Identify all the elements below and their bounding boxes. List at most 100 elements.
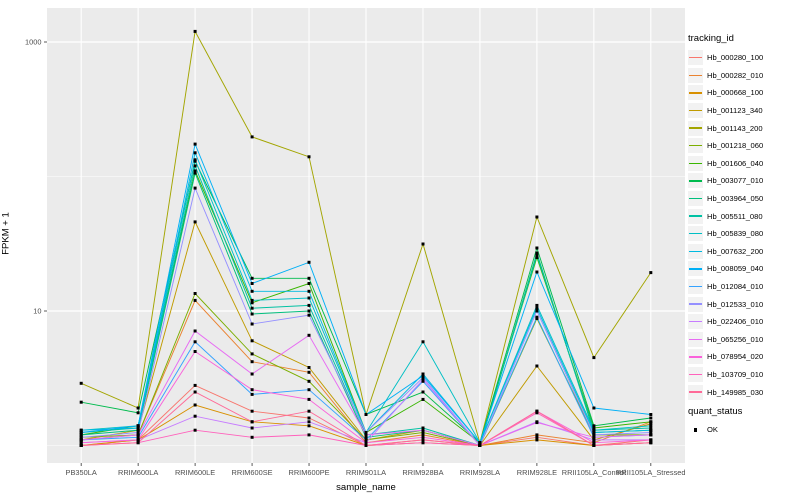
x-tick-label-RRIM928BA: RRIM928BA	[402, 468, 443, 477]
data-point	[364, 431, 368, 434]
data-point	[193, 350, 197, 353]
data-point	[592, 431, 596, 434]
data-point	[421, 390, 425, 394]
data-point	[421, 242, 425, 246]
legend-title-tracking-id: tracking_id	[688, 33, 734, 44]
data-point	[193, 158, 197, 162]
data-point	[136, 435, 140, 439]
legend-label: Hb_003964_050	[707, 194, 764, 204]
x-tick-label-PB350LA: PB350LA	[66, 468, 97, 477]
legend-label: Hb_000282_010	[707, 70, 764, 80]
legend-label: Hb_012084_010	[707, 282, 764, 292]
x-tick-label-RRIM600PE: RRIM600PE	[288, 468, 329, 477]
legend-item-Hb_078954_020: Hb_078954_020	[688, 348, 763, 366]
data-point	[649, 438, 653, 442]
data-point	[535, 421, 539, 425]
data-point	[250, 388, 254, 392]
data-point	[421, 340, 425, 344]
data-point	[592, 444, 596, 447]
x-tick-label-RRIM600LE: RRIM600LE	[175, 468, 215, 477]
x-tick-label-RRIM600SE: RRIM600SE	[232, 468, 273, 477]
data-point	[307, 397, 311, 401]
data-point	[307, 424, 311, 428]
legend-label: Hb_001143_200	[707, 123, 763, 133]
data-point	[250, 322, 254, 326]
legend-label: Hb_008059_040	[707, 264, 764, 274]
legend-item-Hb_000280_100: Hb_000280_100	[688, 49, 763, 67]
data-point	[421, 431, 425, 434]
data-point	[364, 444, 368, 447]
data-points	[79, 29, 653, 447]
legend-key-line-icon	[688, 384, 703, 400]
data-point	[250, 312, 254, 316]
data-point	[307, 416, 311, 420]
data-point	[535, 364, 539, 368]
legend-key-line-icon	[688, 226, 703, 242]
data-point	[250, 360, 254, 364]
legend-title-quant-status: quant_status	[688, 406, 743, 417]
data-point	[649, 420, 653, 424]
data-point	[193, 390, 197, 394]
data-point	[592, 424, 596, 428]
data-point	[193, 29, 197, 33]
data-point	[421, 428, 425, 432]
data-point	[307, 409, 311, 413]
data-point	[250, 306, 254, 310]
data-point	[250, 289, 254, 293]
data-point	[421, 379, 425, 383]
data-point	[535, 253, 539, 257]
legend-item-Hb_008059_040: Hb_008059_040	[688, 260, 763, 278]
legend-label: Hb_022406_010	[707, 317, 764, 327]
data-point	[250, 435, 254, 439]
x-tick-label-RRII105LA_Control: RRII105LA_Control	[562, 468, 626, 477]
data-point	[307, 388, 311, 392]
legend-item-Hb_007632_200: Hb_007632_200	[688, 243, 763, 261]
legend-item-Hb_001606_040: Hb_001606_040	[688, 155, 763, 173]
data-point	[535, 433, 539, 437]
legend-key-line-icon	[688, 85, 703, 101]
legend-key-line-icon	[688, 208, 703, 224]
data-point	[535, 435, 539, 439]
legend-label: Hb_001123_340	[707, 106, 763, 116]
data-point	[79, 444, 83, 447]
legend-item-quant-OK: OK	[688, 421, 718, 439]
legend-label: Hb_012533_010	[707, 299, 764, 309]
data-point	[592, 433, 596, 437]
data-point	[364, 413, 368, 416]
data-point	[307, 296, 311, 300]
legend-key-square-icon	[688, 422, 703, 437]
data-point	[79, 441, 83, 445]
data-point	[307, 155, 311, 159]
data-point	[307, 282, 311, 285]
data-point	[592, 438, 596, 442]
data-point	[364, 438, 368, 442]
legend-label: Hb_000280_100	[707, 53, 764, 63]
data-point	[193, 298, 197, 302]
legend-item-Hb_003077_010: Hb_003077_010	[688, 172, 763, 190]
data-point	[79, 433, 83, 437]
data-point	[649, 413, 653, 416]
data-point	[364, 433, 368, 437]
data-point	[307, 333, 311, 337]
data-point	[535, 411, 539, 415]
y-tick-label-1000: 1000	[25, 38, 41, 47]
data-point	[193, 403, 197, 407]
data-point	[250, 352, 254, 356]
data-point	[421, 441, 425, 445]
data-point	[592, 441, 596, 445]
data-point	[535, 246, 539, 250]
data-point	[649, 422, 653, 426]
data-point	[193, 171, 197, 175]
legend-key-line-icon	[688, 279, 703, 295]
data-point	[649, 441, 653, 445]
data-point	[649, 431, 653, 434]
data-point	[79, 438, 83, 442]
data-point	[649, 426, 653, 430]
data-point	[307, 379, 311, 383]
y-axis-title: FPKM + 1	[0, 212, 12, 255]
data-point	[250, 372, 254, 376]
data-point	[136, 406, 140, 410]
legend-item-Hb_022406_010: Hb_022406_010	[688, 313, 763, 331]
data-point	[79, 428, 83, 432]
data-point	[193, 142, 197, 146]
